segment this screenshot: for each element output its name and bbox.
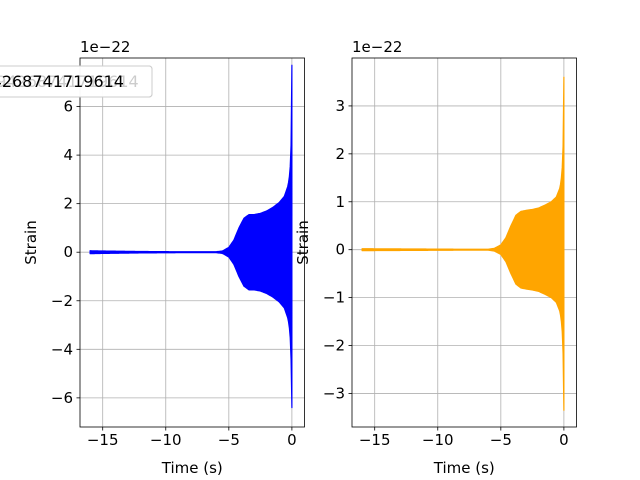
y-tick-label: −2 bbox=[323, 337, 345, 355]
y-axis-label: Strain bbox=[294, 220, 312, 264]
y-tick: −6 bbox=[51, 389, 80, 407]
x-tick-label: −15 bbox=[359, 431, 391, 449]
x-axis-label: Time (s) bbox=[161, 459, 223, 477]
y-tick-label: 0 bbox=[63, 243, 73, 261]
y-tick: 4 bbox=[63, 146, 80, 164]
y-tick: −3 bbox=[323, 384, 352, 402]
x-tick: 0 bbox=[287, 427, 297, 449]
legend: Cross Polarization m=9.794268741719614 bbox=[0, 65, 153, 98]
y-tick: 2 bbox=[63, 195, 80, 213]
x-tick-label: −10 bbox=[422, 431, 454, 449]
y-tick: −4 bbox=[51, 340, 80, 358]
y-tick-label: −4 bbox=[51, 340, 73, 358]
y-tick-label: 1 bbox=[335, 193, 345, 211]
series-0-waveform bbox=[361, 76, 565, 411]
y-tick-label: −3 bbox=[323, 384, 345, 402]
y-tick: 6 bbox=[63, 98, 80, 116]
y-tick-label: −6 bbox=[51, 389, 73, 407]
x-tick-label: −15 bbox=[87, 431, 119, 449]
y-tick: 3 bbox=[335, 97, 352, 115]
x-tick-label: −10 bbox=[150, 431, 182, 449]
y-tick-label: −1 bbox=[323, 289, 345, 307]
y-tick: −1 bbox=[323, 289, 352, 307]
x-tick-label: −5 bbox=[218, 431, 240, 449]
x-tick: −5 bbox=[490, 427, 512, 449]
x-tick: −10 bbox=[150, 427, 182, 449]
y-tick: −2 bbox=[323, 337, 352, 355]
y-tick: 0 bbox=[63, 243, 80, 261]
x-tick-label: −5 bbox=[490, 431, 512, 449]
y-tick: 2 bbox=[335, 145, 352, 163]
y-tick-label: −2 bbox=[51, 292, 73, 310]
legend-box bbox=[0, 65, 153, 98]
y-tick-label: 0 bbox=[335, 241, 345, 259]
x-tick: 0 bbox=[559, 427, 569, 449]
x-tick: −10 bbox=[422, 427, 454, 449]
x-tick-label: 0 bbox=[559, 431, 569, 449]
axes-frame bbox=[351, 57, 577, 428]
y-tick: 1 bbox=[335, 193, 352, 211]
y-offset-label: 1e−22 bbox=[352, 38, 402, 56]
axes-frame bbox=[79, 57, 305, 428]
x-tick: −15 bbox=[87, 427, 119, 449]
y-tick-label: 2 bbox=[63, 195, 73, 213]
legend-entry: Cross Polarization m=9.794268741719614 bbox=[0, 72, 124, 91]
y-axis-label: Strain bbox=[22, 220, 40, 264]
y-offset-label: 1e−22 bbox=[80, 38, 130, 56]
y-tick-label: 6 bbox=[63, 98, 73, 116]
grid bbox=[352, 58, 577, 427]
x-tick: −5 bbox=[218, 427, 240, 449]
series-0-waveform bbox=[89, 64, 293, 409]
y-tick-label: 3 bbox=[335, 97, 345, 115]
y-tick: 0 bbox=[335, 241, 352, 259]
x-tick-label: 0 bbox=[287, 431, 297, 449]
x-axis-label: Time (s) bbox=[433, 459, 495, 477]
y-tick-label: 2 bbox=[335, 145, 345, 163]
x-tick: −15 bbox=[359, 427, 391, 449]
y-tick-label: 4 bbox=[63, 146, 73, 164]
y-tick: −2 bbox=[51, 292, 80, 310]
